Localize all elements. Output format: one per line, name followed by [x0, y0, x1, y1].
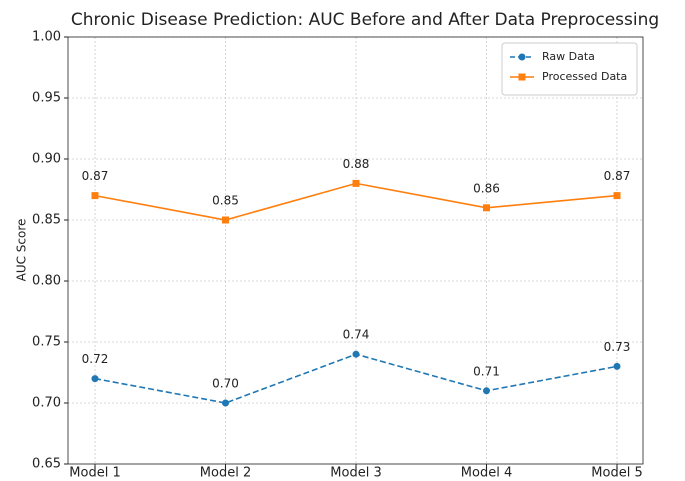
- legend-marker: [518, 53, 526, 61]
- data-point: [91, 192, 99, 200]
- data-point: [483, 387, 490, 395]
- y-tick-label: 0.65: [32, 457, 61, 472]
- x-tick-label: Model 1: [69, 466, 120, 481]
- y-tick-label: 0.95: [32, 91, 61, 106]
- data-label: 0.72: [82, 352, 109, 366]
- y-tick-label: 0.90: [32, 152, 61, 167]
- data-label: 0.87: [82, 169, 109, 183]
- data-label: 0.73: [604, 340, 631, 354]
- legend-label: Raw Data: [542, 50, 595, 63]
- data-label: 0.88: [343, 157, 370, 171]
- legend-marker: [518, 73, 526, 81]
- data-label: 0.85: [212, 194, 239, 208]
- y-tick-label: 0.85: [32, 213, 61, 228]
- data-point: [91, 375, 99, 383]
- data-point: [613, 192, 621, 200]
- y-tick-label: 0.70: [32, 396, 61, 411]
- chart-title: Chronic Disease Prediction: AUC Before a…: [71, 10, 659, 30]
- data-label: 0.74: [343, 328, 370, 342]
- x-tick-label: Model 3: [330, 466, 381, 481]
- data-point: [222, 216, 229, 224]
- y-tick-label: 0.80: [32, 274, 61, 289]
- x-tick-label: Model 4: [461, 466, 512, 481]
- data-point: [222, 399, 229, 407]
- data-label: 0.87: [604, 169, 631, 183]
- legend-label: Processed Data: [542, 70, 627, 83]
- data-point: [352, 179, 360, 187]
- y-tick-label: 0.75: [32, 335, 61, 350]
- y-axis-label: AUC Score: [15, 219, 29, 282]
- data-label: 0.86: [473, 181, 500, 195]
- data-point: [613, 362, 621, 370]
- data-point: [483, 204, 490, 212]
- data-label: 0.70: [212, 377, 239, 391]
- plot-frame: [67, 36, 644, 465]
- data-point: [352, 350, 360, 358]
- x-tick-label: Model 5: [591, 466, 642, 481]
- y-tick-label: 1.00: [32, 30, 61, 45]
- data-label: 0.71: [473, 364, 500, 378]
- legend-box: [501, 42, 638, 96]
- x-tick-label: Model 2: [200, 466, 251, 481]
